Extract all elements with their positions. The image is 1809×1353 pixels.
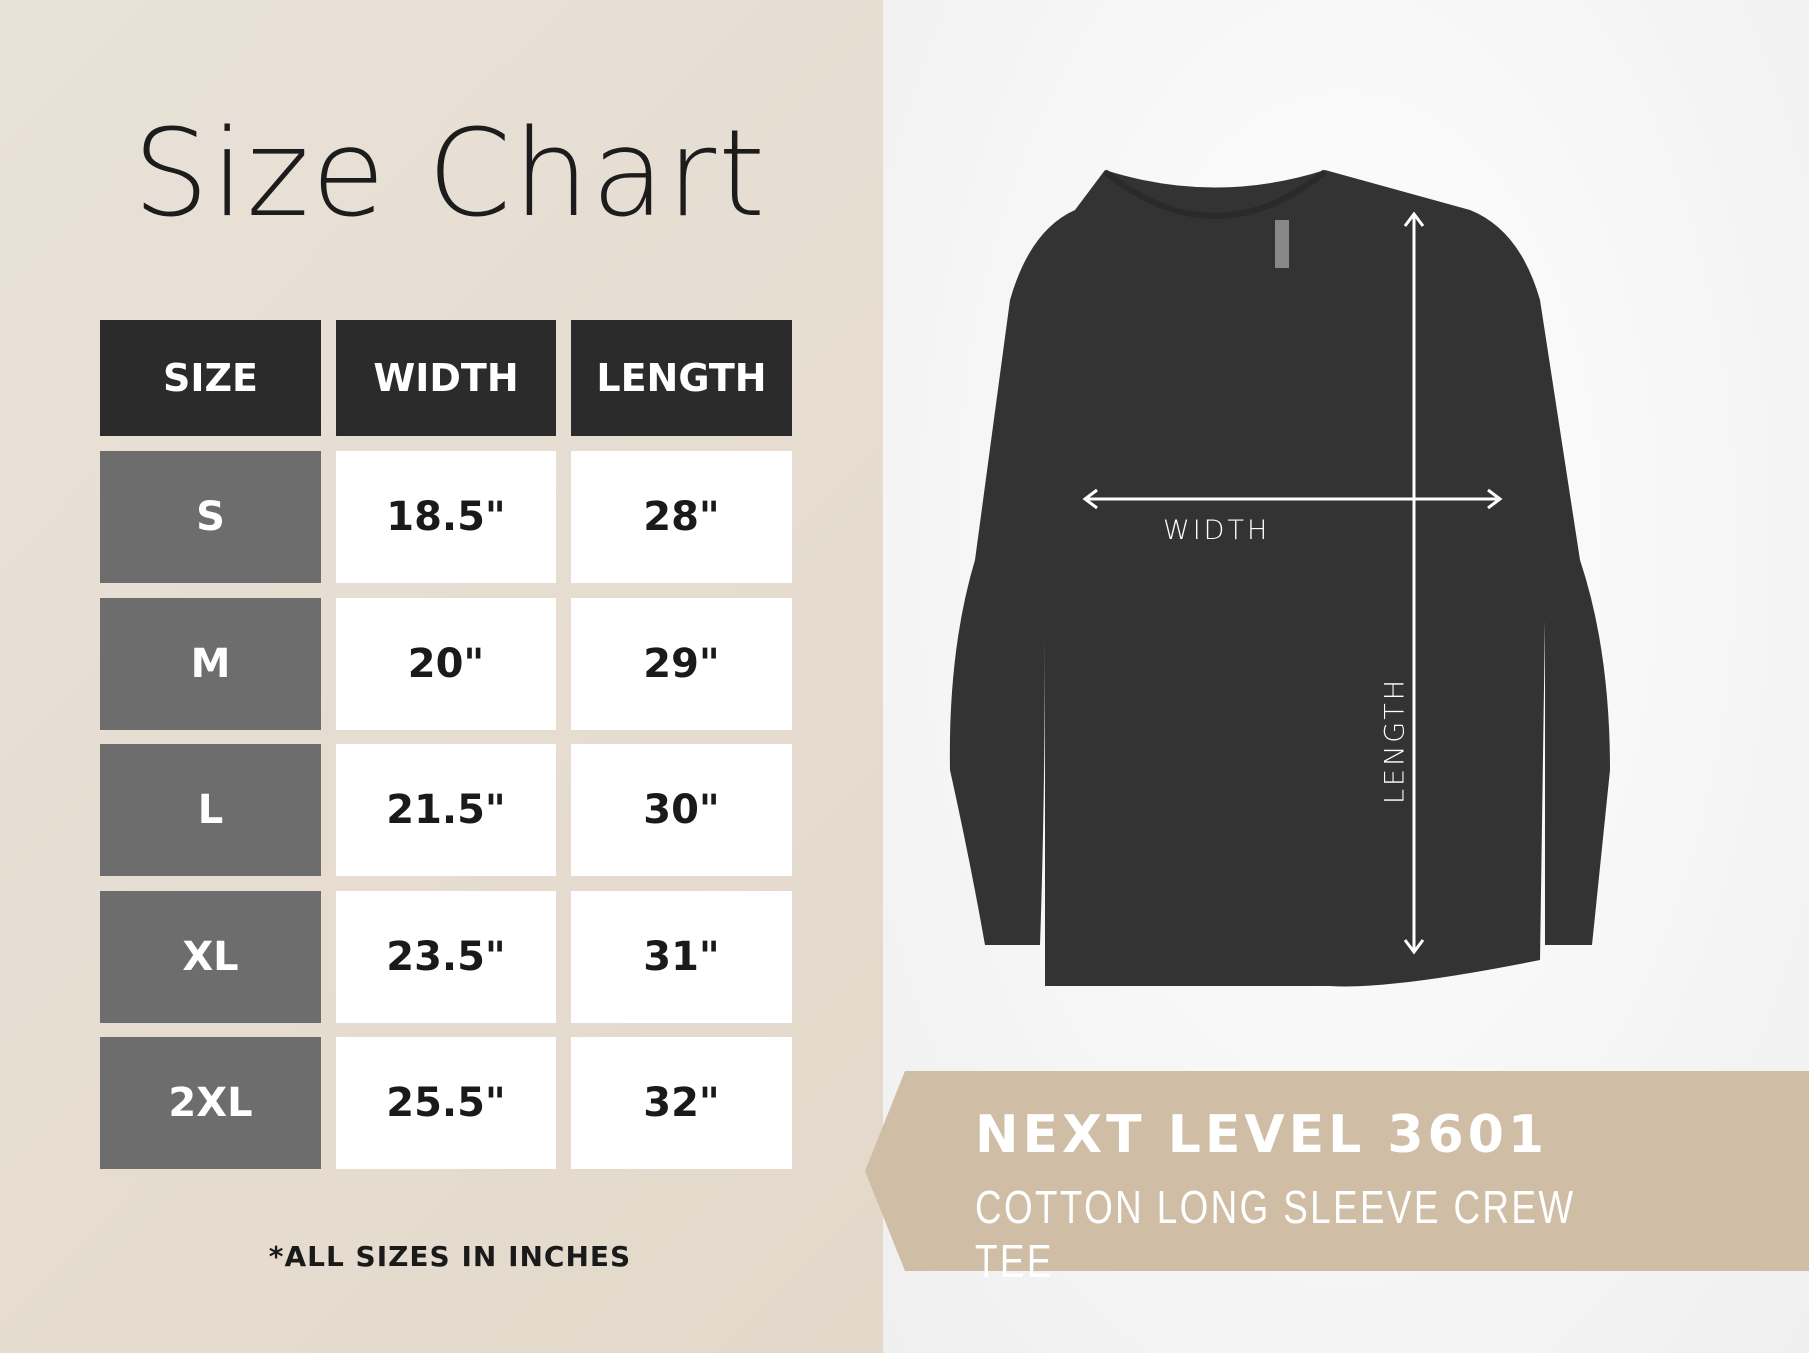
shirt-tag: [1275, 220, 1289, 268]
shirt-collar: [1103, 169, 1327, 219]
width-arrow: [1082, 488, 1503, 510]
shirt-body: [949, 170, 1610, 987]
width-cell: 23.5": [336, 891, 556, 1023]
length-cell: 29": [571, 598, 792, 730]
product-description: COTTON LONG SLEEVE CREW TEE: [975, 1181, 1576, 1287]
product-banner: [865, 1071, 1809, 1271]
product-name: NEXT LEVEL 3601: [975, 1105, 1549, 1165]
width-cell: 21.5": [336, 744, 556, 876]
page-title: Size Chart: [132, 105, 768, 244]
size-cell: L: [100, 744, 321, 876]
length-cell: 28": [571, 451, 792, 583]
size-cell: M: [100, 598, 321, 730]
length-arrow: [1403, 211, 1425, 955]
length-label: LENGTH: [1379, 676, 1411, 805]
size-cell: S: [100, 451, 321, 583]
size-cell: XL: [100, 891, 321, 1023]
size-cell: 2XL: [100, 1037, 321, 1169]
header-width: WIDTH: [336, 320, 556, 436]
length-cell: 32": [571, 1037, 792, 1169]
header-size: SIZE: [100, 320, 321, 436]
length-cell: 30": [571, 744, 792, 876]
units-note: *ALL SIZES IN INCHES: [268, 1240, 632, 1273]
width-label: WIDTH: [1163, 515, 1271, 546]
width-cell: 25.5": [336, 1037, 556, 1169]
header-length: LENGTH: [571, 320, 792, 436]
length-cell: 31": [571, 891, 792, 1023]
width-cell: 18.5": [336, 451, 556, 583]
width-cell: 20": [336, 598, 556, 730]
